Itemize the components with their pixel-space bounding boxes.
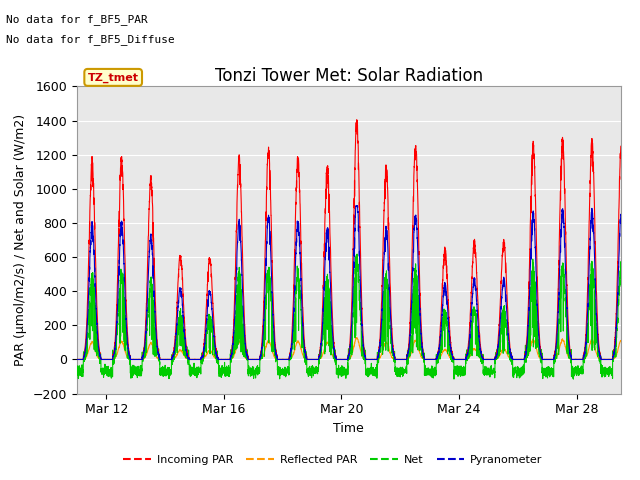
Y-axis label: PAR (μmol/m2/s) / Net and Solar (W/m2): PAR (μmol/m2/s) / Net and Solar (W/m2): [14, 114, 27, 366]
Text: No data for f_BF5_Diffuse: No data for f_BF5_Diffuse: [6, 34, 175, 45]
Title: Tonzi Tower Met: Solar Radiation: Tonzi Tower Met: Solar Radiation: [215, 67, 483, 85]
Legend: Incoming PAR, Reflected PAR, Net, Pyranometer: Incoming PAR, Reflected PAR, Net, Pyrano…: [119, 451, 547, 469]
Text: No data for f_BF5_PAR: No data for f_BF5_PAR: [6, 14, 148, 25]
Text: TZ_tmet: TZ_tmet: [88, 72, 139, 83]
X-axis label: Time: Time: [333, 422, 364, 435]
